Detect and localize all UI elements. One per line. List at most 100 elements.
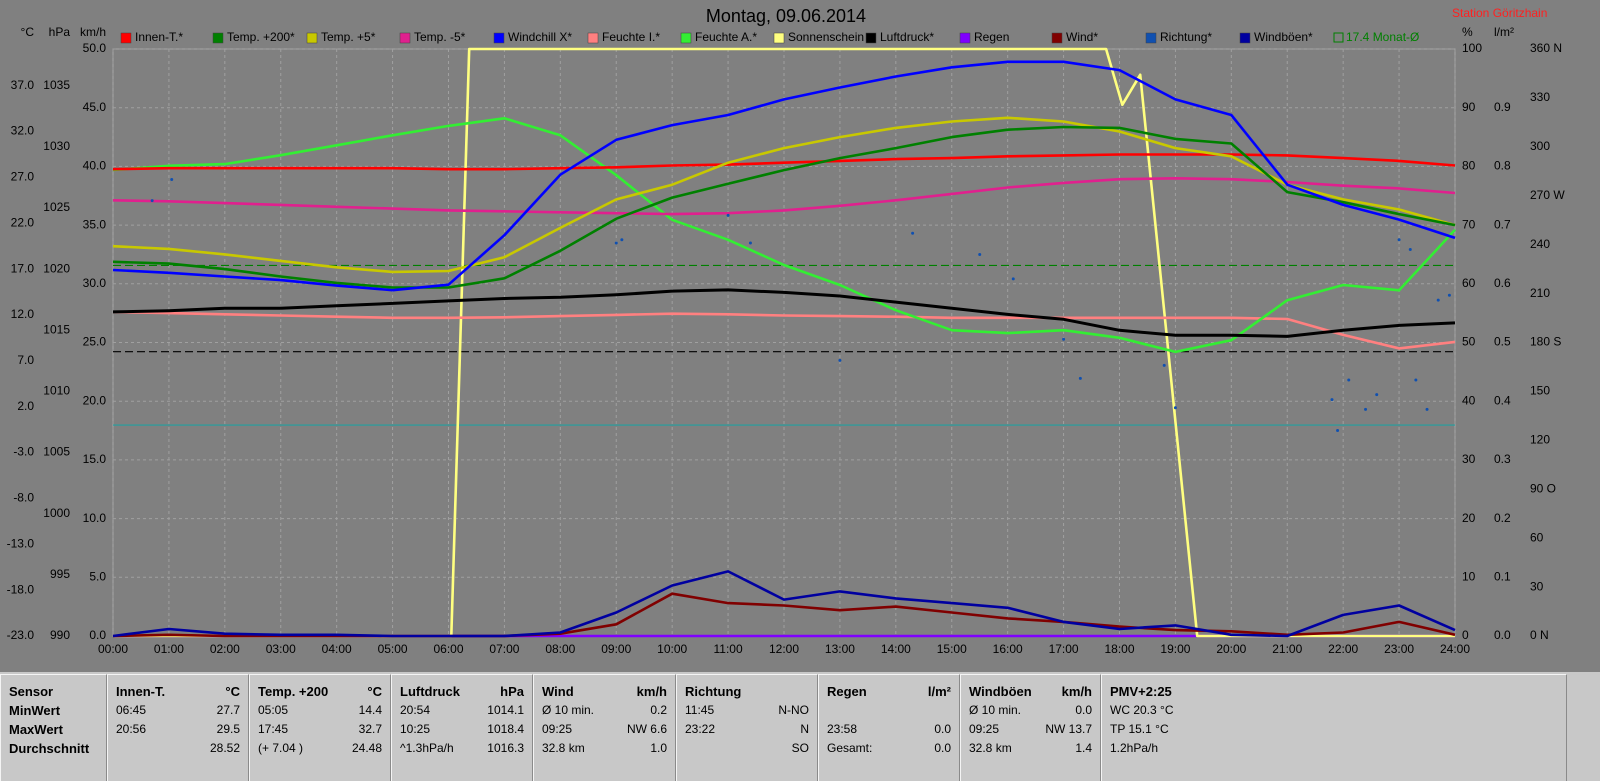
- y-tick-label: 0.8: [1494, 159, 1511, 173]
- y-tick-label: 15.0: [83, 452, 107, 466]
- column-title: PMV+2:25: [1110, 684, 1172, 699]
- y-tick-label: 20: [1462, 511, 1476, 525]
- y-tick-label: -8.0: [13, 491, 34, 505]
- cell-label: 09:25: [542, 722, 573, 736]
- column-unit: km/h: [636, 684, 667, 699]
- direction-point: [620, 238, 624, 242]
- y-tick-label: 2.0: [17, 399, 34, 413]
- x-tick-label: 11:00: [714, 642, 743, 656]
- cell-label: (+ 7.04 ): [258, 741, 304, 755]
- x-tick-label: 24:00: [1440, 642, 1470, 656]
- series-line: [112, 60, 1456, 292]
- axis-unit: l/m²: [1494, 25, 1514, 39]
- y-tick-label: 1000: [43, 506, 70, 520]
- legend-swatch: [1145, 32, 1157, 44]
- x-tick-label: 02:00: [210, 642, 240, 656]
- legend-swatch: [493, 32, 505, 44]
- y-tick-label: 1025: [43, 200, 70, 214]
- stats-panel: Richtung 11:45 N-NO 23:22 N SO: [676, 674, 818, 781]
- y-tick-label: 995: [50, 567, 70, 581]
- y-tick-label: 0.3: [1494, 452, 1511, 466]
- cell-label: TP 15.1 °C: [1110, 722, 1169, 736]
- cell-label: 10:25: [400, 722, 431, 736]
- column-unit: km/h: [1061, 684, 1092, 699]
- series-line: [113, 47, 1455, 638]
- series-line: [112, 310, 1456, 350]
- direction-point: [1364, 407, 1368, 411]
- stats-panel: PMV+2:25 WC 20.3 °C TP 15.1 °C 1.2hPa/h: [1101, 674, 1567, 781]
- cell-value: 1014.1: [487, 703, 524, 717]
- cell-value: 0.0: [934, 722, 951, 736]
- column-title: Wind: [542, 684, 574, 699]
- direction-point: [1425, 407, 1429, 411]
- x-tick-label: 23:00: [1384, 642, 1414, 656]
- direction-point: [1414, 378, 1418, 382]
- legend-swatch: [212, 32, 224, 44]
- stats-panel: Sensor MinWert MaxWert Durchschnitt: [0, 674, 107, 781]
- stats-panel: Wind km/h Ø 10 min. 0.2 09:25 NW 6.6 32.8 km 1.…: [533, 674, 676, 781]
- column-title: Temp. +200: [258, 684, 329, 699]
- y-tick-label: 0.7: [1494, 217, 1511, 231]
- axis-unit: km/h: [80, 25, 106, 39]
- y-tick-label: 12.0: [11, 307, 35, 321]
- y-tick-label: 180 S: [1530, 335, 1561, 349]
- stats-panel: Temp. +200 °C 05:05 14.4 17:45 32.7 (+ 7.04 ) 2…: [249, 674, 391, 781]
- cell-value: N: [800, 722, 809, 736]
- direction-point: [614, 241, 618, 245]
- y-tick-label: 25.0: [83, 335, 107, 349]
- x-tick-label: 10:00: [657, 642, 687, 656]
- legend-label: Richtung*: [1160, 30, 1212, 44]
- series-line: [112, 177, 1456, 216]
- series-line: [112, 288, 1456, 338]
- y-tick-label: 120: [1530, 433, 1550, 447]
- series-line: [112, 117, 1456, 354]
- x-tick-label: 12:00: [769, 642, 799, 656]
- y-tick-label: 0: [1462, 628, 1469, 642]
- y-tick-label: 7.0: [17, 353, 34, 367]
- cell-value: NW 6.6: [626, 722, 667, 736]
- legend-swatch: [399, 32, 411, 44]
- direction-point: [1347, 378, 1351, 382]
- legend-swatch: [1333, 32, 1344, 43]
- legend-swatch: [865, 32, 877, 44]
- legend-label: Temp. -5*: [414, 30, 466, 44]
- legend-label: Regen: [974, 30, 1009, 44]
- y-tick-label: 40: [1462, 393, 1476, 407]
- y-tick-label: 60: [1530, 530, 1544, 544]
- y-tick-label: 1015: [43, 322, 70, 336]
- stats-panel: Regen l/m² 23:58 0.0 Gesamt: 0.0: [818, 674, 960, 781]
- x-tick-label: 22:00: [1328, 642, 1358, 656]
- y-tick-label: 1035: [43, 78, 70, 92]
- x-tick-label: 16:00: [993, 642, 1023, 656]
- cell-value: 0.0: [1075, 703, 1092, 717]
- chart-title: Montag, 09.06.2014: [706, 6, 866, 26]
- stats-table: Sensor MinWert MaxWert Durchschnitt Innen-T.…: [0, 672, 1600, 781]
- y-tick-label: 90 O: [1530, 481, 1556, 495]
- legend-swatch: [1239, 32, 1251, 44]
- direction-point: [838, 358, 842, 362]
- x-tick-label: 08:00: [545, 642, 575, 656]
- legend-swatch: [587, 32, 599, 44]
- direction-point: [1173, 406, 1177, 410]
- y-tick-label: 240: [1530, 237, 1550, 251]
- y-tick-label: -13.0: [7, 536, 35, 550]
- direction-point: [1162, 363, 1166, 367]
- cell-value: 28.52: [209, 741, 240, 755]
- legend-label: Sonnenschein: [788, 30, 864, 44]
- x-tick-label: 17:00: [1049, 642, 1079, 656]
- cell-label: MaxWert: [9, 722, 63, 737]
- cell-value: NW 13.7: [1045, 722, 1092, 736]
- direction-point: [748, 241, 752, 245]
- cell-value: 1016.3: [487, 741, 524, 755]
- y-tick-label: 1005: [43, 445, 70, 459]
- series-line: [112, 116, 1456, 274]
- direction-point: [170, 177, 174, 181]
- cell-value: 32.7: [358, 722, 382, 736]
- direction-point: [911, 231, 915, 235]
- y-tick-label: 330: [1530, 90, 1550, 104]
- axis-unit: °C: [21, 25, 35, 39]
- cell-label: MinWert: [9, 703, 61, 718]
- x-tick-label: 21:00: [1272, 642, 1302, 656]
- direction-point: [978, 252, 982, 256]
- x-tick-label: 01:00: [154, 642, 184, 656]
